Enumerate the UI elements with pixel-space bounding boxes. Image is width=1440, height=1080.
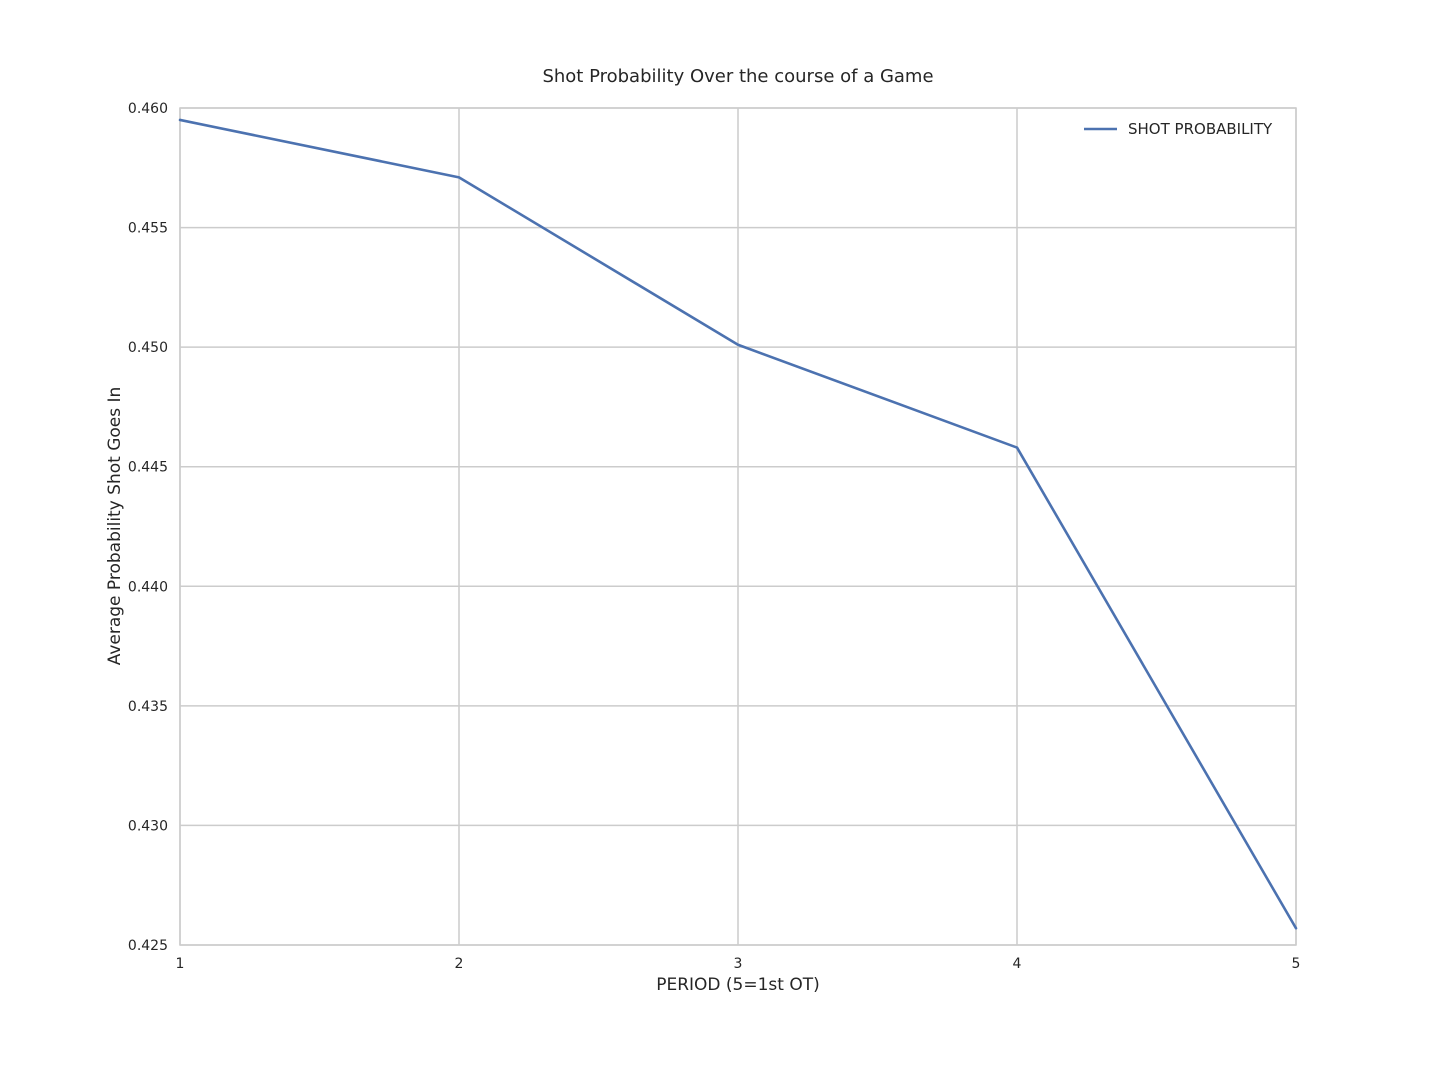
x-axis-label: PERIOD (5=1st OT): [656, 975, 820, 995]
x-tick-label: 2: [455, 956, 464, 972]
plot-area-border: [179, 107, 1297, 946]
y-tick-label: 0.425: [128, 938, 168, 954]
grid: [179, 107, 1297, 946]
y-tick-label: 0.440: [128, 579, 168, 595]
x-tick-label: 4: [1013, 956, 1022, 972]
tick-labels: 0.425 0.430 0.435 0.440 0.445 0.450 0.455 0.460…: [128, 101, 1301, 972]
legend: SHOT PROBABILITY: [1084, 120, 1273, 138]
series-layer: [178, 118, 1298, 930]
y-axis-label: Average Probability Shot Goes In: [105, 387, 125, 666]
y-tick-label: 0.455: [128, 221, 168, 237]
y-tick-label: 0.435: [128, 699, 168, 715]
y-tick-label: 0.430: [128, 818, 168, 834]
x-tick-label: 1: [176, 956, 185, 972]
y-tick-label: 0.445: [128, 460, 168, 476]
series-line: [178, 118, 1298, 930]
x-tick-label: 3: [734, 956, 743, 972]
chart-title: Shot Probability Over the course of a Ga…: [542, 66, 933, 87]
y-tick-label: 0.460: [128, 101, 168, 117]
legend-label: SHOT PROBABILITY: [1128, 120, 1273, 138]
y-tick-label: 0.450: [128, 340, 168, 356]
x-tick-label: 5: [1292, 956, 1301, 972]
